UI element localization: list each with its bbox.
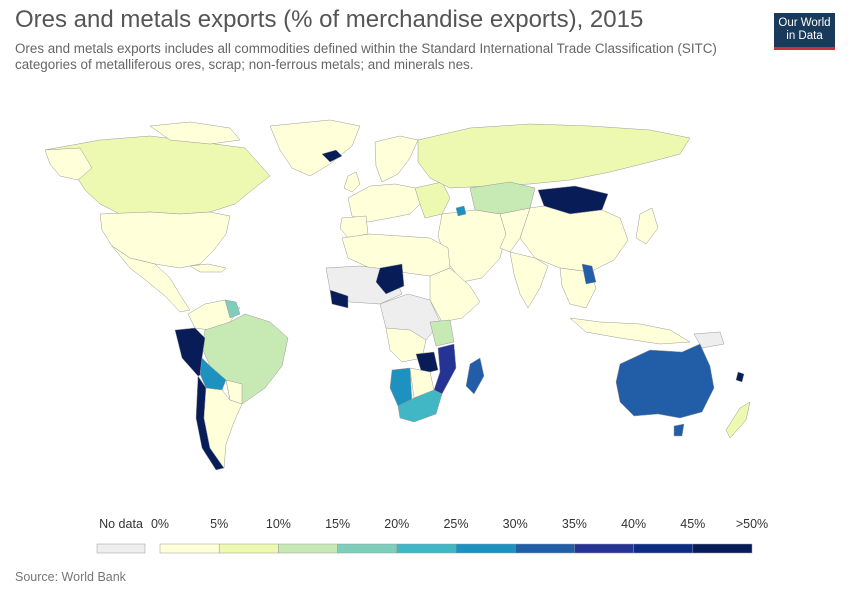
region-india[interactable] [509, 251, 549, 309]
chart-title: Ores and metals exports (% of merchandis… [15, 6, 644, 33]
legend-bin-9 [692, 543, 753, 554]
region-australia[interactable] [615, 343, 715, 419]
logo-line-2: in Data [786, 30, 823, 42]
region-arctic-islands[interactable] [149, 121, 241, 145]
legend-tick-labels: 0% 5% 10% 15% 20% 25% 30% 35% 40% 45% >50% [151, 517, 768, 531]
region-new-caledonia[interactable] [735, 371, 745, 383]
region-caribbean[interactable] [189, 263, 227, 273]
world-map[interactable] [30, 118, 790, 478]
map-legend: No data 0% 5% 10% 15% 20% 25% 30% 35% 40% 45% >50% [96, 517, 768, 554]
region-tanzania[interactable] [429, 319, 455, 347]
region-west-africa[interactable] [329, 289, 349, 309]
legend-tick-7: 35% [562, 517, 587, 531]
region-laos[interactable] [581, 263, 597, 285]
legend-bin-0 [159, 543, 220, 554]
legend-no-data-label: No data [99, 517, 143, 531]
legend-tick-8: 40% [621, 517, 646, 531]
region-western-europe[interactable] [347, 183, 423, 223]
region-russia[interactable] [417, 123, 691, 189]
legend-bin-4 [396, 543, 457, 554]
region-png[interactable] [693, 331, 725, 349]
region-alaska[interactable] [44, 147, 93, 181]
region-mexico[interactable] [111, 245, 191, 313]
legend-tick-1: 5% [210, 517, 228, 531]
owid-logo[interactable]: Our World in Data [774, 13, 835, 50]
legend-color-bins [159, 543, 753, 554]
region-argentina[interactable] [203, 387, 243, 469]
region-new-zealand[interactable] [725, 401, 751, 439]
region-eastern-europe[interactable] [414, 181, 451, 219]
region-uk[interactable] [343, 171, 361, 193]
region-guianas[interactable] [224, 299, 241, 319]
region-china[interactable] [519, 205, 629, 273]
legend-tick-2: 10% [266, 517, 291, 531]
legend-bin-5 [455, 543, 516, 554]
legend-tick-0: 0% [151, 517, 169, 531]
legend-bin-2 [278, 543, 338, 554]
logo-line-1: Our World [778, 17, 831, 29]
legend-tick-4: 20% [384, 517, 409, 531]
region-south-africa[interactable] [397, 389, 443, 423]
region-east-africa[interactable] [429, 267, 481, 323]
region-indonesia[interactable] [569, 317, 691, 345]
region-zambia[interactable] [415, 351, 439, 375]
legend-tick-3: 15% [325, 517, 350, 531]
legend-tick-9: 45% [680, 517, 705, 531]
legend-bin-3 [337, 543, 398, 554]
region-madagascar[interactable] [465, 357, 485, 395]
legend-tick-5: 25% [443, 517, 468, 531]
legend-bin-7 [574, 543, 634, 554]
legend-bin-8 [633, 543, 694, 554]
region-paraguay-uruguay[interactable] [225, 379, 243, 405]
legend-tick-10: >50% [736, 517, 768, 531]
legend-tick-6: 30% [503, 517, 528, 531]
region-iceland[interactable] [321, 149, 343, 163]
region-japan[interactable] [635, 207, 659, 245]
region-greenland[interactable] [269, 119, 361, 177]
legend-no-data-swatch [96, 543, 146, 554]
region-armenia[interactable] [455, 205, 467, 217]
region-tasmania[interactable] [673, 423, 685, 437]
legend-bin-1 [218, 543, 279, 554]
region-scandinavia[interactable] [374, 135, 419, 183]
legend-bin-6 [514, 543, 575, 554]
chart-subtitle: Ores and metals exports includes all com… [15, 41, 717, 72]
region-niger[interactable] [375, 263, 405, 295]
region-usa[interactable] [99, 211, 231, 269]
region-namibia[interactable] [389, 367, 413, 407]
source-note: Source: World Bank [15, 570, 126, 584]
